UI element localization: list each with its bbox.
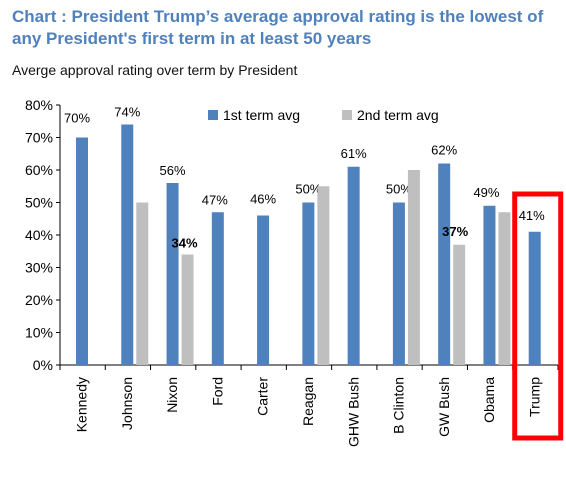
data-label-first-term: 70% <box>64 111 90 126</box>
trump-highlight-box <box>512 191 564 441</box>
y-axis-tick-label: 70% <box>25 130 53 146</box>
data-label-first-term: 46% <box>250 192 276 207</box>
y-axis-tick-label: 30% <box>25 260 53 276</box>
data-label-first-term: 56% <box>160 163 186 178</box>
bar-first-term-obama <box>483 205 496 365</box>
y-axis-tick-label: 20% <box>25 292 53 308</box>
data-label-first-term: 50% <box>386 182 412 197</box>
bar-first-term-carter <box>257 215 270 365</box>
bar-first-term-nixon <box>166 183 179 365</box>
x-axis-category-label: Johnson <box>119 377 135 430</box>
x-axis-category-label: Reagan <box>300 377 316 426</box>
bar-first-term-ghw-bush <box>347 166 360 365</box>
data-label-first-term: 49% <box>473 185 499 200</box>
x-axis-category-label: GW Bush <box>436 377 452 437</box>
bar-first-term-gw-bush <box>438 163 451 365</box>
bar-second-term-b-clinton <box>407 170 420 365</box>
legend-swatch-first-term <box>208 110 218 120</box>
bar-second-term-johnson <box>136 202 149 365</box>
x-axis-category-label: GHW Bush <box>345 377 361 447</box>
x-axis-category-label: Carter <box>255 377 271 416</box>
legend-label-first-term: 1st term avg <box>223 107 300 123</box>
bar-first-term-trump <box>528 231 541 365</box>
legend-swatch-second-term <box>342 110 352 120</box>
legend-label-second-term: 2nd term avg <box>357 107 439 123</box>
bar-second-term-obama <box>498 212 511 365</box>
data-label-first-term: 41% <box>519 208 545 223</box>
chart-subtitle: Averge approval rating over term by Pres… <box>12 62 298 78</box>
bar-first-term-kennedy <box>76 137 88 365</box>
y-axis-tick-label: 10% <box>25 325 53 341</box>
data-label-second-term: 34% <box>172 236 198 251</box>
y-axis-tick-label: 60% <box>25 162 53 178</box>
y-axis-tick-label: 0% <box>33 357 53 373</box>
data-label-first-term: 61% <box>341 146 367 161</box>
bar-second-term-reagan <box>317 186 330 365</box>
bar-second-term-nixon <box>181 254 194 365</box>
data-label-first-term: 74% <box>114 105 140 120</box>
x-axis-category-label: Kennedy <box>74 377 90 432</box>
x-axis-category-label: B Clinton <box>391 377 407 434</box>
bar-first-term-johnson <box>121 124 134 365</box>
y-axis-tick-label: 40% <box>25 227 53 243</box>
bar-second-term-gw-bush <box>453 244 466 365</box>
bar-first-term-b-clinton <box>392 202 405 365</box>
bar-first-term-ford <box>211 212 224 365</box>
y-axis-tick-label: 50% <box>25 195 53 211</box>
bar-first-term-reagan <box>302 202 315 365</box>
chart-title: Chart : President Trump’s average approv… <box>12 7 544 48</box>
data-label-first-term: 47% <box>202 192 228 207</box>
x-axis-category-label: Obama <box>481 377 497 423</box>
y-axis-tick-label: 80% <box>25 97 53 113</box>
x-axis-category-label: Ford <box>209 377 225 406</box>
data-label-first-term: 50% <box>295 182 321 197</box>
x-axis-category-label: Nixon <box>164 377 180 413</box>
data-label-first-term: 62% <box>431 143 457 158</box>
x-axis-category-label: Trump <box>526 377 542 417</box>
data-label-second-term: 37% <box>442 224 468 239</box>
